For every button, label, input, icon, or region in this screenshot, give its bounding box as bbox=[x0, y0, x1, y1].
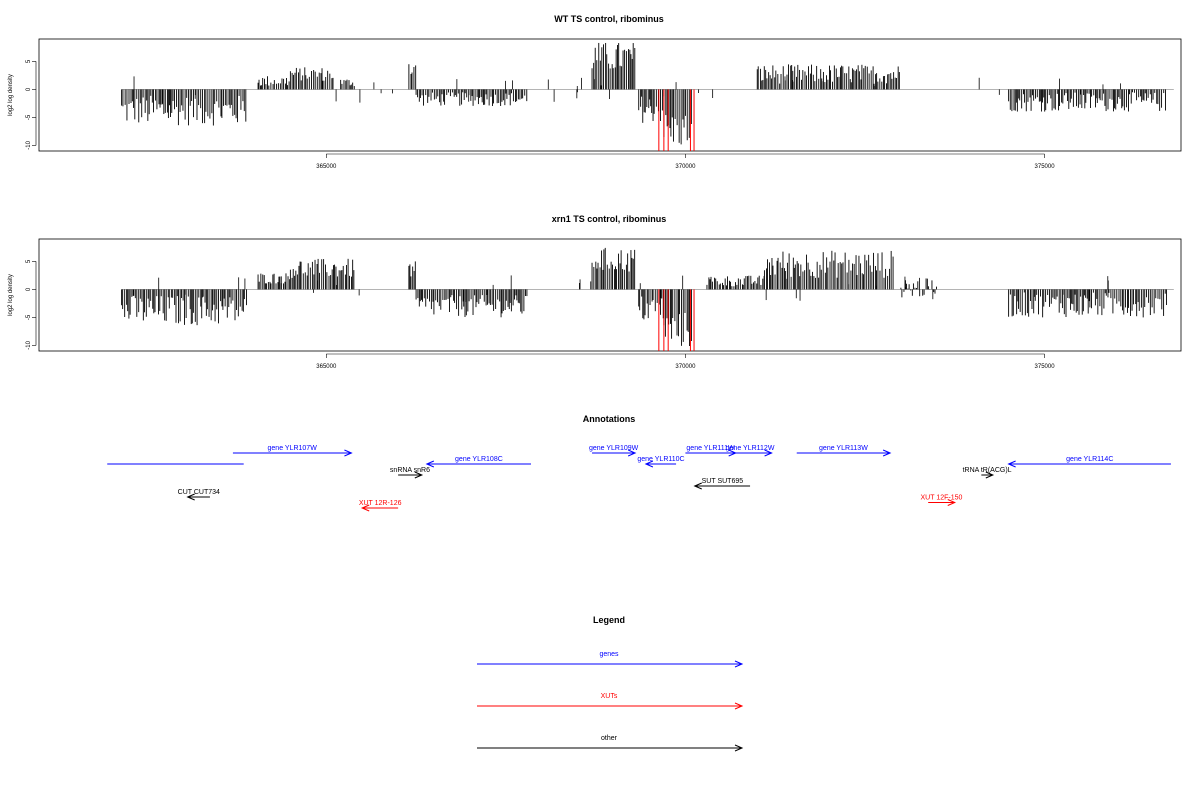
wt-panel: WT TS control, ribominus log2 log densit… bbox=[8, 14, 1182, 170]
annotation-items: gene YLR107W snRNA snR6 gene YLR108C gene Y… bbox=[107, 445, 1171, 512]
feature-label: gene YLR108C bbox=[455, 456, 503, 463]
plot-frame bbox=[38, 238, 1182, 352]
annotation-feature: gene YLR112W bbox=[726, 445, 775, 457]
feature-label: SUT SUT695 bbox=[702, 478, 744, 485]
bars bbox=[121, 247, 1174, 351]
panel-title: xrn1 TS control, ribominus bbox=[552, 214, 667, 224]
feature-label: gene YLR113W bbox=[819, 445, 868, 452]
bars bbox=[121, 42, 1174, 151]
annotation-feature: gene YLR114C bbox=[1007, 456, 1171, 468]
feature-label: snRNA snR6 bbox=[390, 467, 430, 474]
feature-label: gene YLR109W bbox=[589, 445, 639, 452]
arrow-head bbox=[764, 449, 773, 457]
legend-entry: XUTs bbox=[477, 693, 744, 710]
arrow-head bbox=[1007, 460, 1016, 468]
annotation-feature: tRNA tR(ACG)L bbox=[963, 467, 1012, 479]
arrow-head bbox=[414, 471, 424, 479]
feature-label: gene YLR112W bbox=[726, 445, 775, 452]
arrow-head bbox=[985, 471, 995, 479]
annotation-feature: gene YLR109W bbox=[589, 445, 639, 457]
x-tick-label: 375000 bbox=[1035, 164, 1056, 170]
y-tick-label: 0 bbox=[26, 287, 32, 291]
plot-frame bbox=[38, 38, 1182, 152]
annotation-feature: snRNA snR6 bbox=[390, 467, 430, 479]
annotation-feature: gene YLR113W bbox=[796, 445, 892, 457]
legend: Legend genes XUTs other bbox=[477, 615, 744, 752]
y-axis-label-group: log2 log density bbox=[8, 74, 14, 116]
legend-entry: genes bbox=[477, 651, 744, 668]
x-tick-label: 365000 bbox=[316, 364, 337, 370]
legend-entry: other bbox=[477, 735, 744, 752]
feature-label: gene YLR107W bbox=[268, 445, 318, 452]
y-tick-label: -5 bbox=[26, 314, 32, 320]
annotation-feature: XUT 12R-126 bbox=[359, 500, 402, 512]
annotation-feature: gene YLR107W bbox=[232, 445, 353, 457]
feature-label: tRNA tR(ACG)L bbox=[963, 467, 1012, 474]
annotation-feature: XUT 12F-150 bbox=[921, 495, 963, 506]
y-tick-label: 5 bbox=[26, 59, 32, 63]
feature-label: CUT CUT734 bbox=[178, 489, 220, 496]
annotations-title: Annotations bbox=[583, 414, 636, 424]
annotation-feature: CUT CUT734 bbox=[178, 489, 220, 501]
y-tick-label: -10 bbox=[26, 140, 32, 149]
y-tick-label: -5 bbox=[26, 114, 32, 120]
y-axis-label-group: log2 log density bbox=[8, 274, 14, 316]
x-tick-label: 370000 bbox=[675, 164, 696, 170]
feature-label: gene YLR110C bbox=[637, 456, 684, 463]
legend-label: XUTs bbox=[601, 693, 618, 700]
arrow-head bbox=[693, 482, 702, 490]
arrow-head bbox=[344, 449, 353, 457]
legend-label: other bbox=[601, 735, 618, 742]
xrn1-panel: xrn1 TS control, ribominus log2 log dens… bbox=[8, 214, 1182, 370]
arrow-head bbox=[882, 449, 892, 457]
x-tick-label: 370000 bbox=[675, 364, 696, 370]
arrow-head bbox=[644, 460, 654, 468]
y-axis-label: log2 log density bbox=[8, 74, 14, 116]
arrow-head bbox=[186, 493, 195, 501]
y-axis-label: log2 log density bbox=[8, 274, 14, 316]
legend-title: Legend bbox=[593, 615, 625, 625]
feature-label: XUT 12R-126 bbox=[359, 500, 402, 507]
arrow-head bbox=[734, 744, 744, 752]
legend-items: genes XUTs other bbox=[477, 651, 744, 752]
x-tick-label: 365000 bbox=[316, 164, 337, 170]
x-tick-label: 375000 bbox=[1035, 364, 1056, 370]
legend-label: genes bbox=[599, 651, 619, 658]
arrow-head bbox=[947, 499, 957, 506]
arrow-head bbox=[627, 449, 637, 457]
panel-title: WT TS control, ribominus bbox=[554, 14, 664, 24]
axes: -10 -5 0 5 365000 370000 375000 bbox=[26, 59, 1055, 170]
annotation-feature: gene YLR110C bbox=[637, 456, 685, 468]
arrow-head bbox=[734, 660, 744, 668]
y-tick-label: 5 bbox=[26, 259, 32, 263]
y-tick-label: -10 bbox=[26, 340, 32, 349]
axes: -10 -5 0 5 365000 370000 375000 bbox=[26, 259, 1055, 370]
arrow-head bbox=[425, 460, 435, 468]
feature-label: XUT 12F-150 bbox=[921, 495, 963, 502]
annotation-feature: SUT SUT695 bbox=[693, 478, 751, 490]
arrow-head bbox=[360, 504, 370, 512]
annotation-feature: gene YLR108C bbox=[425, 456, 531, 468]
arrow-head bbox=[734, 702, 744, 710]
y-tick-label: 0 bbox=[26, 87, 32, 91]
feature-label: gene YLR111W bbox=[686, 445, 735, 452]
feature-label: gene YLR114C bbox=[1066, 456, 1113, 463]
